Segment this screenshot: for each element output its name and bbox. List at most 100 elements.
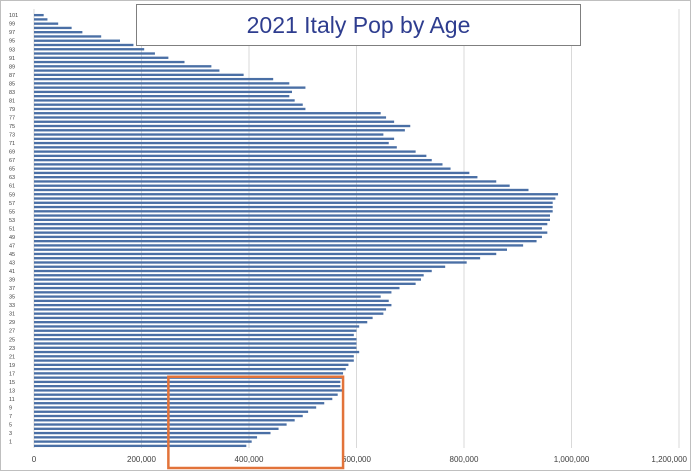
bar-age-10 [34,402,325,405]
bar-age-9 [34,406,317,409]
bar-age-73 [34,133,384,136]
bar-age-38 [34,282,416,285]
bar-age-69 [34,150,416,153]
bar-age-53 [34,218,550,222]
bar-age-82 [34,94,290,98]
bar-age-0 [34,444,247,448]
bar-age-65 [34,167,451,170]
y-tick-label-26: 53 [9,218,15,224]
x-tick-label-2: 400,000 [235,455,264,464]
bar-age-60 [34,188,529,192]
bar-age-50 [34,231,548,234]
bar-age-99 [34,22,59,25]
bar-age-1 [34,440,252,443]
bar-age-3 [34,431,271,435]
bar-age-24 [34,342,357,345]
highlight-region [167,375,345,470]
bar-age-88 [34,69,220,72]
x-tick-label-0: 0 [32,455,37,464]
y-tick-label-37: 75 [9,124,15,130]
bar-age-22 [34,350,360,354]
bar-age-100 [34,18,48,21]
bar-age-67 [34,158,432,162]
bar-age-89 [34,65,212,68]
bars [34,13,559,448]
y-tick-label-28: 57 [9,201,15,207]
y-tick-label-14: 29 [9,320,15,326]
y-tick-label-21: 43 [9,260,15,266]
bar-age-35 [34,295,381,298]
bar-age-13 [34,389,344,392]
y-tick-label-25: 51 [9,226,15,232]
bar-age-57 [34,201,553,204]
bar-age-39 [34,278,421,281]
bar-age-49 [34,235,542,239]
chart-title-box: 2021 Italy Pop by Age [136,4,581,46]
bar-age-93 [34,48,145,51]
bar-age-46 [34,248,507,251]
bar-age-42 [34,265,446,268]
y-tick-label-42: 85 [9,81,15,87]
bar-age-48 [34,239,537,243]
y-tick-label-32: 65 [9,167,15,173]
y-tick-label-44: 89 [9,64,15,70]
bar-age-78 [34,112,381,115]
bar-age-33 [34,303,392,307]
bar-age-6 [34,419,295,422]
bar-age-83 [34,90,292,94]
bar-age-59 [34,193,559,196]
bar-age-95 [34,39,120,42]
bar-age-56 [34,205,553,209]
bar-age-43 [34,261,467,264]
bar-age-90 [34,60,185,64]
y-tick-label-33: 67 [9,158,15,164]
bar-age-8 [34,410,309,413]
y-tick-label-38: 77 [9,115,15,121]
y-tick-label-2: 5 [9,423,12,429]
y-tick-label-5: 11 [9,397,15,403]
bar-age-47 [34,244,524,247]
bar-age-64 [34,171,470,175]
bar-age-11 [34,397,333,401]
y-tick-label-4: 9 [9,405,12,411]
bar-age-17 [34,372,344,375]
bar-age-37 [34,286,400,290]
x-tick-label-6: 1,200,000 [651,455,687,464]
bar-age-2 [34,436,258,439]
y-tick-label-17: 35 [9,295,15,301]
bar-age-85 [34,82,290,85]
y-tick-label-9: 19 [9,363,15,369]
y-tick-label-27: 55 [9,209,15,215]
y-tick-label-48: 97 [9,30,15,36]
bar-age-66 [34,163,443,166]
bar-age-91 [34,56,169,59]
y-tick-label-23: 47 [9,243,15,249]
x-tick-labels: 0 200,000 400,000 600,000 800,000 1,000,000 1,… [32,455,688,464]
bar-age-97 [34,31,83,34]
bar-age-58 [34,197,556,200]
y-tick-label-40: 81 [9,98,15,104]
bar-age-19 [34,363,349,367]
y-tick-label-34: 69 [9,150,15,156]
y-tick-labels: 1357911131517192123252729313335373941434… [9,13,18,445]
bar-age-34 [34,299,389,303]
x-tick-label-1: 200,000 [127,455,156,464]
bar-age-98 [34,26,72,30]
y-tick-label-18: 37 [9,286,15,292]
bar-age-101 [34,13,44,17]
bar-age-5 [34,423,287,426]
y-tick-label-11: 23 [9,346,15,352]
bar-age-87 [34,73,244,77]
bar-age-29 [34,321,368,324]
y-tick-label-0: 1 [9,440,12,446]
bar-age-61 [34,184,510,187]
bar-age-27 [34,329,357,332]
y-tick-label-15: 31 [9,312,15,318]
bar-age-31 [34,312,384,315]
bar-age-94 [34,43,134,47]
bar-age-25 [34,338,357,341]
bar-age-75 [34,124,411,128]
y-tick-label-43: 87 [9,73,15,79]
y-tick-label-47: 95 [9,39,15,45]
